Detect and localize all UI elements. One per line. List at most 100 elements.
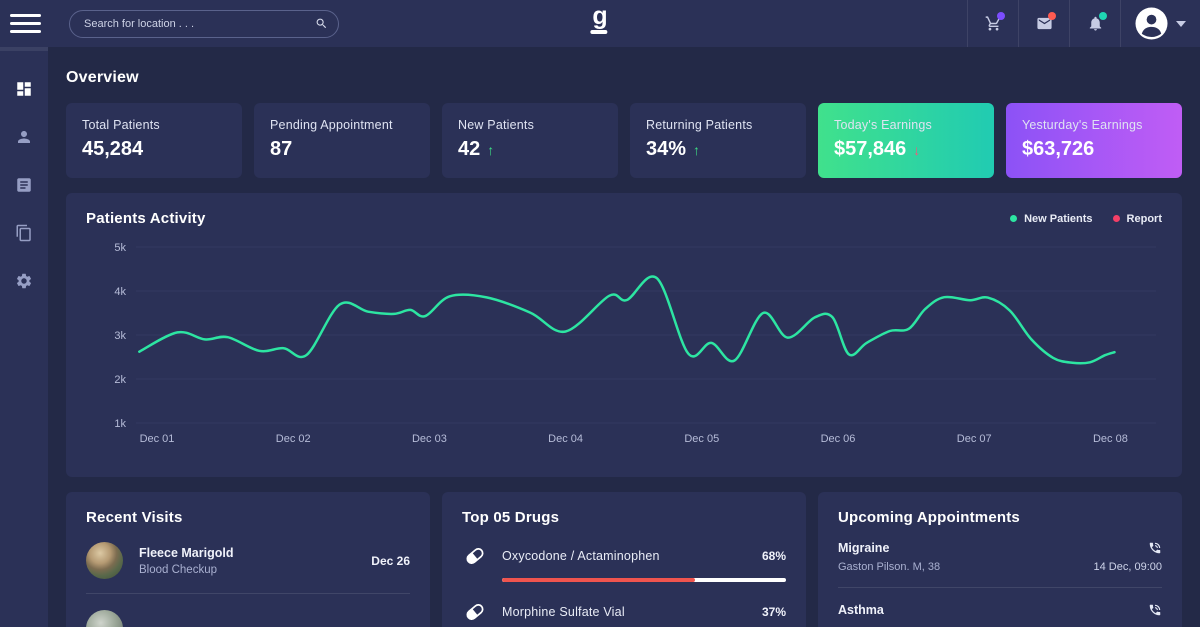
stat-card-new-patients: New Patients 42 ↑: [442, 103, 618, 178]
phone-call-icon[interactable]: [1148, 603, 1162, 617]
trend-down-icon: ↓: [913, 141, 921, 158]
list-item: Oxycodone / Actaminophen 68%: [462, 543, 786, 582]
phone-call-icon[interactable]: [1148, 541, 1162, 555]
topbar: g: [0, 0, 1200, 47]
list-item: Morphine Sulfate Vial 37%: [462, 599, 786, 627]
progress-track: [502, 578, 786, 582]
legend-label: Report: [1126, 212, 1162, 225]
hamburger-bar: [10, 30, 41, 33]
svg-text:Dec 01: Dec 01: [140, 433, 175, 445]
svg-text:Dec 05: Dec 05: [684, 433, 719, 445]
patient-name: Fleece Marigold: [139, 545, 234, 560]
list-item: Fleece Marigold Blood Checkup Dec 26: [86, 542, 410, 579]
top-drugs-title: Top 05 Drugs: [462, 509, 560, 526]
cart-badge: [997, 12, 1005, 20]
hamburger-bar: [10, 22, 41, 25]
user-menu-button[interactable]: [1120, 0, 1200, 47]
svg-text:Dec 06: Dec 06: [821, 433, 856, 445]
page-title: Overview: [66, 69, 139, 86]
progress-fill: [502, 578, 696, 582]
person-icon: [18, 131, 30, 143]
trend-up-icon: ↑: [693, 141, 701, 158]
stat-label: Total Patients: [82, 118, 160, 132]
dashboard-icon: [17, 82, 31, 96]
user-avatar: [1135, 7, 1168, 40]
recent-visits-title: Recent Visits: [86, 509, 183, 526]
list-item: Asthma: [838, 603, 1162, 623]
stat-label: New Patients: [458, 118, 535, 132]
patients-activity-chart: 5k 4k 3k 2k 1k Dec 01 Dec 02 Dec 03 Dec 04 Dec 05…: [114, 242, 1156, 445]
stat-value: 87: [270, 138, 293, 160]
stat-value: $63,726: [1022, 138, 1095, 160]
svg-text:Dec 02: Dec 02: [276, 433, 311, 445]
list-item: Migraine Gaston Pilson. M, 38 14 Dec, 09…: [838, 541, 1162, 573]
svg-text:3k: 3k: [114, 330, 126, 342]
legend-item-report[interactable]: Report: [1112, 212, 1162, 225]
appointment-condition: Asthma: [838, 603, 884, 617]
stat-card-todays-earnings: Today's Earnings $57,846 ↓: [818, 103, 994, 178]
svg-text:Dec 03: Dec 03: [412, 433, 447, 445]
list-item: [86, 610, 410, 627]
logo-letter: g: [592, 2, 608, 30]
stat-card-returning-patients: Returning Patients 34% ↑: [630, 103, 806, 178]
stat-label: Today's Earnings: [834, 118, 932, 132]
search-bar: [69, 9, 339, 38]
main-content: Overview Total Patients 45,284 Pending A…: [48, 47, 1200, 627]
stat-card-total-patients: Total Patients 45,284: [66, 103, 242, 178]
bottom-row: Recent Visits Fleece Marigold Blood Chec…: [66, 492, 1182, 627]
drug-percent: 37%: [761, 605, 786, 619]
cart-button[interactable]: [967, 0, 1018, 47]
drug-name: Oxycodone / Actaminophen: [502, 549, 660, 563]
document-icon: [17, 178, 31, 192]
patient-avatar: [86, 542, 123, 579]
sidebar-item-records[interactable]: [14, 176, 34, 194]
search-input[interactable]: [69, 9, 339, 38]
stat-card-yesterdays-earnings: Yesturday's Earnings $63,726: [1006, 103, 1182, 178]
chart-legend: New Patients Report: [1010, 213, 1162, 225]
notifications-badge: [1099, 12, 1107, 20]
messages-button[interactable]: [1018, 0, 1069, 47]
stat-value: 42: [458, 138, 481, 160]
stat-label: Returning Patients: [646, 118, 753, 132]
menu-toggle-button[interactable]: [10, 14, 42, 33]
svg-text:Dec 07: Dec 07: [957, 433, 992, 445]
legend-item-new-patients[interactable]: New Patients: [1010, 213, 1093, 225]
svg-text:Dec 04: Dec 04: [548, 433, 583, 445]
appointment-condition: Migraine: [838, 541, 890, 555]
stat-label: Pending Appointment: [270, 118, 393, 132]
chart-title: Patients Activity: [86, 210, 206, 227]
stat-card-pending-appointment: Pending Appointment 87: [254, 103, 430, 178]
sidebar-item-documents[interactable]: [14, 224, 34, 242]
stats-row: Total Patients 45,284 Pending Appointmen…: [66, 103, 1182, 178]
top-drugs-card: Top 05 Drugs Oxycodone / Actaminophen 68…: [442, 492, 806, 627]
visit-date: Dec 26: [371, 553, 410, 568]
svg-text:2k: 2k: [114, 374, 126, 386]
sidebar-item-settings[interactable]: [14, 272, 34, 290]
logo-underline: [590, 30, 607, 34]
recent-visits-card: Recent Visits Fleece Marigold Blood Chec…: [66, 492, 430, 627]
divider: [838, 587, 1162, 588]
sidebar-item-dashboard[interactable]: [14, 80, 34, 98]
trend-up-icon: ↑: [487, 141, 495, 158]
stat-value: 34%: [646, 138, 687, 160]
cart-icon: [985, 16, 1000, 31]
svg-text:Dec 08: Dec 08: [1093, 433, 1128, 445]
svg-text:4k: 4k: [114, 286, 126, 298]
stat-label: Yesturday's Earnings: [1022, 118, 1143, 132]
messages-badge: [1048, 12, 1056, 20]
chevron-down-icon: [1176, 20, 1186, 27]
notifications-button[interactable]: [1069, 0, 1120, 47]
appointment-time: 14 Dec, 09:00: [1093, 561, 1163, 573]
stat-value: $57,846: [834, 138, 907, 160]
legend-dot: [1112, 215, 1120, 222]
sidebar: [0, 47, 48, 627]
upcoming-appointments-card: Upcoming Appointments Migraine Gaston Pi…: [818, 492, 1182, 627]
sidebar-item-patients[interactable]: [14, 128, 34, 146]
drug-percent: 68%: [761, 549, 786, 563]
hamburger-bar: [10, 14, 41, 17]
appointments-title: Upcoming Appointments: [838, 509, 1020, 526]
app-logo: g: [590, 2, 608, 34]
search-icon[interactable]: [315, 17, 328, 30]
bell-icon: [1089, 16, 1101, 31]
patient-avatar: [86, 610, 123, 627]
